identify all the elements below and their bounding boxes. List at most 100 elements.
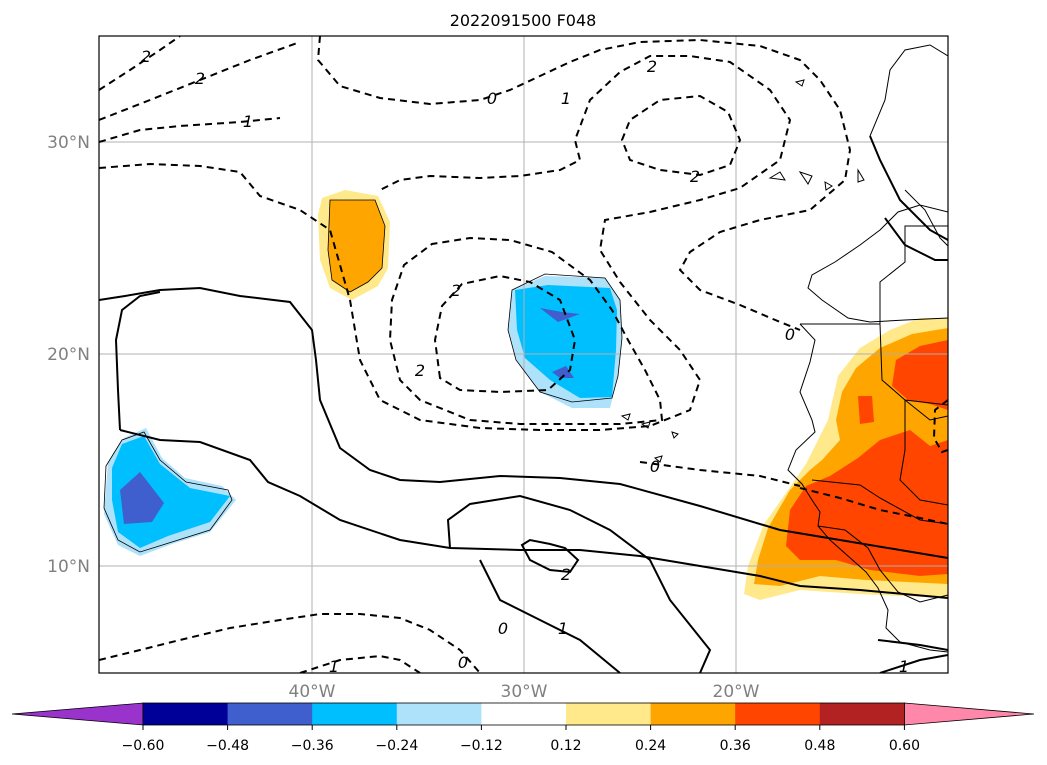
coastlines <box>620 44 948 653</box>
colorbar-segment <box>143 703 229 725</box>
contour-neg-east <box>932 399 948 454</box>
colorbar-tick-label: −0.48 <box>206 738 249 754</box>
shade-darkblue-center1 <box>540 308 580 322</box>
shade-darkblue-center2 <box>552 366 574 378</box>
lon-label-30w: 30°W <box>501 682 548 702</box>
canary-is <box>768 168 865 191</box>
shade-darkblue-west <box>120 472 164 524</box>
contour-neg1-north <box>99 55 792 431</box>
colorbar-ticks: −0.60 −0.48 −0.36 −0.24 −0.12 0.12 0.24 0.36 0.4… <box>122 725 920 754</box>
lat-label-20n: 20°N <box>47 345 90 365</box>
shade-orange-west <box>328 200 385 292</box>
contour-zero-upper <box>99 286 948 559</box>
colorbar-segment <box>566 703 652 725</box>
contour-east-north2 <box>884 217 948 261</box>
shade-outlines <box>103 199 623 553</box>
map-title: 2022091500 F048 <box>450 11 597 30</box>
contours <box>99 135 948 673</box>
clabel-15: 0 <box>458 653 468 672</box>
border-east <box>904 399 948 421</box>
colorbar-tick-label: 0.48 <box>804 738 835 754</box>
clabel-1: 2 <box>141 47 151 66</box>
colorbar-tick-label: −0.24 <box>375 738 418 754</box>
colorbar-tick-label: −0.12 <box>460 738 503 754</box>
colorbar-extend-high <box>904 702 1035 726</box>
contour-east-low <box>877 639 948 651</box>
coast-west-africa <box>787 323 948 653</box>
contour-neg1-sw <box>299 654 421 673</box>
contour-east-north <box>869 135 948 241</box>
colorbar-segment <box>650 703 736 725</box>
colorbar-tick-label: 0.60 <box>889 738 920 754</box>
colorbar-segment <box>481 703 567 725</box>
colorbar-segments <box>11 702 1035 726</box>
clabel-12: 0 <box>498 619 508 638</box>
border-mauritania <box>800 323 948 406</box>
colorbar-segment <box>312 703 398 725</box>
clabel-4: 0 <box>487 89 497 108</box>
contour-neg-zero-sw <box>99 613 481 673</box>
contour-neg2-west <box>99 36 181 91</box>
contour-pos2 <box>520 538 580 574</box>
clabel-13: 2 <box>561 565 571 584</box>
border-guinea <box>817 525 948 603</box>
contour-neg-east2 <box>799 487 948 525</box>
clabel-3: 1 <box>243 112 253 131</box>
colorbar-segment <box>819 703 905 725</box>
colorbar-tick-label: 0.12 <box>550 738 581 754</box>
cape-verde <box>620 413 679 463</box>
contour-neg2-inner <box>433 274 577 394</box>
contour-labels: 2 2 1 0 1 2 2 2 2 0 0 0 2 1 0 1 1 <box>141 47 909 676</box>
coast-africa <box>807 204 948 323</box>
clabel-16: 1 <box>329 657 339 676</box>
colorbar-tick-label: −0.36 <box>291 738 334 754</box>
contour-pos1 <box>446 494 712 673</box>
outline-blue-west <box>103 431 233 553</box>
contour-neg2-ring <box>388 236 664 425</box>
contour-neg2-west-b <box>99 41 301 121</box>
outline-orange-west <box>327 199 386 293</box>
contour-zero-loop <box>114 291 161 431</box>
map-area: 2 2 1 0 1 2 2 2 2 0 0 0 2 1 0 1 1 <box>99 36 948 676</box>
madeira <box>794 79 805 87</box>
colorbar: −0.60 −0.48 −0.36 −0.24 −0.12 0.12 0.24 0.36 0.4… <box>11 702 1035 754</box>
contour-neg-zero-mid <box>639 461 801 487</box>
clabel-7: 2 <box>690 167 700 186</box>
clabel-9: 2 <box>415 361 425 380</box>
border-senegal <box>811 479 948 525</box>
clabel-17: 1 <box>899 657 909 676</box>
colorbar-tick-label: −0.60 <box>122 738 165 754</box>
lat-label-10n: 10°N <box>47 557 90 577</box>
lon-labels: 40°W 30°W 20°W <box>289 682 760 702</box>
lon-label-20w: 20°W <box>713 682 760 702</box>
colorbar-frame <box>142 702 905 726</box>
colorbar-segment <box>735 703 821 725</box>
colorbar-segment <box>396 703 482 725</box>
map-frame <box>98 35 949 674</box>
border-mali <box>899 400 948 506</box>
shading <box>104 190 948 600</box>
coast-iberia <box>869 44 948 137</box>
clabel-11: 0 <box>650 457 660 476</box>
clabel-14: 1 <box>558 619 568 638</box>
contour-neg1-west <box>99 117 281 143</box>
contours-dashed <box>99 36 948 673</box>
coast-gibraltar <box>904 189 948 247</box>
clabel-6: 2 <box>647 57 657 76</box>
contour-neg-zero-north <box>316 36 852 331</box>
outline-blue-center <box>507 273 623 403</box>
lat-label-30n: 30°N <box>47 133 90 153</box>
shade-red-east3 <box>786 430 948 576</box>
clabel-2: 2 <box>195 69 205 88</box>
colorbar-tick-label: 0.36 <box>720 738 751 754</box>
border-morocco <box>879 225 948 324</box>
contour-neg2-ne <box>620 94 742 177</box>
colorbar-extend-low <box>11 702 144 726</box>
shade-blue-center <box>515 285 617 398</box>
clabel-10: 0 <box>785 325 795 344</box>
shade-red-east2 <box>858 396 874 424</box>
contour-east-low2 <box>879 654 948 673</box>
gridlines <box>99 36 948 673</box>
shade-red-east1 <box>892 340 948 410</box>
